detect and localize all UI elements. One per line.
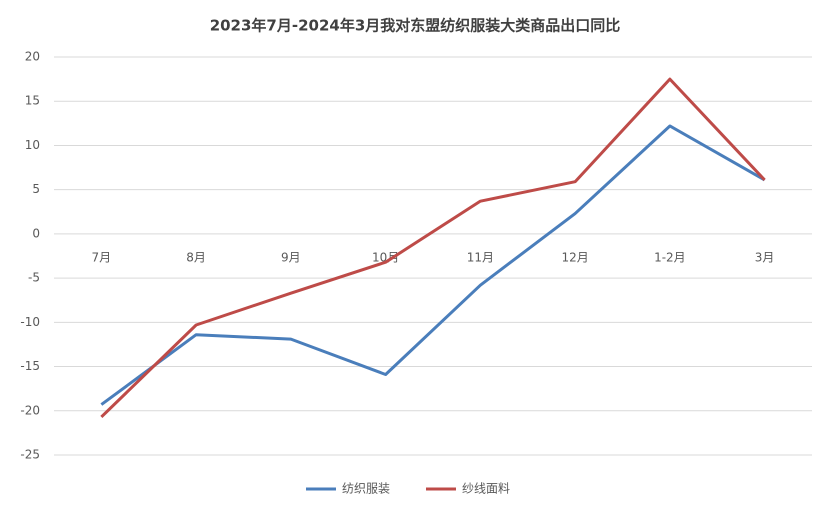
x-tick-label: 11月 [467, 250, 494, 264]
legend-label: 纱线面料 [462, 482, 510, 496]
x-tick-label: 3月 [755, 250, 775, 264]
y-tick-label: 5 [32, 182, 40, 196]
x-tick-label: 7月 [92, 250, 112, 264]
line-series [100, 124, 766, 406]
y-tick-label: -15 [20, 359, 40, 373]
y-tick-label: -25 [20, 448, 40, 462]
line-series [100, 77, 766, 419]
x-tick-label: 1-2月 [654, 250, 686, 264]
y-tick-label: 10 [25, 138, 40, 152]
y-tick-label: -20 [20, 403, 40, 417]
y-tick-label: 0 [32, 226, 40, 240]
y-tick-label: 15 [25, 94, 40, 108]
x-tick-label: 12月 [561, 250, 588, 264]
y-tick-label: 20 [25, 50, 40, 64]
legend-label: 纺织服装 [342, 482, 390, 496]
chart-title: 2023年7月-2024年3月我对东盟纺织服装大类商品出口同比 [210, 17, 621, 35]
x-tick-label: 10月 [372, 250, 399, 264]
y-tick-label: -5 [28, 271, 40, 285]
y-tick-label: -10 [20, 315, 40, 329]
x-tick-label: 9月 [281, 250, 301, 264]
x-tick-label: 8月 [186, 250, 206, 264]
